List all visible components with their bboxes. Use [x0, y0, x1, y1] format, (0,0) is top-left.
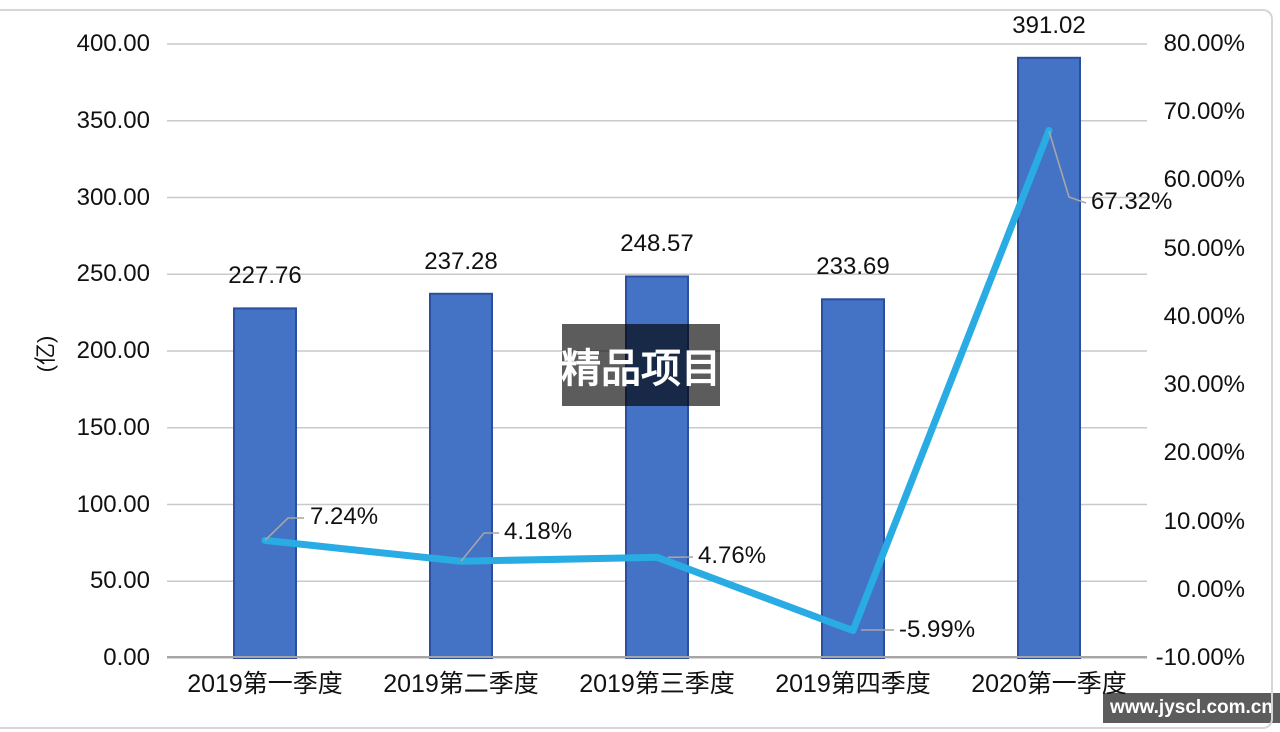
line-value-label: 67.32% — [1091, 188, 1173, 215]
bar — [821, 298, 885, 659]
line-value-label: 7.24% — [310, 503, 379, 530]
bar-value-label: 233.69 — [816, 253, 890, 281]
right-axis-tick: 40.00% — [1163, 302, 1245, 330]
bar — [1017, 56, 1081, 659]
bar — [233, 307, 297, 659]
left-axis-tick: 400.00 — [76, 30, 150, 57]
left-axis-title: (亿) — [33, 335, 58, 373]
right-axis-tick: 60.00% — [1163, 166, 1245, 194]
left-axis-tick: 300.00 — [76, 183, 150, 211]
left-axis-tick: 100.00 — [76, 490, 150, 518]
line-value-label: 4.18% — [504, 518, 573, 545]
bar-value-label: 237.28 — [424, 247, 498, 275]
x-axis-label: 2019第四季度 — [775, 670, 931, 698]
right-axis-tick: 30.00% — [1163, 371, 1245, 399]
leader-line — [1048, 130, 1087, 204]
leader-line — [264, 517, 304, 541]
x-axis-label: 2019第二季度 — [383, 670, 539, 698]
bar-value-label: 227.76 — [228, 262, 302, 290]
bar-value-label: 391.02 — [1012, 11, 1086, 39]
left-axis-tick: 150.00 — [76, 413, 150, 441]
site-watermark: www.jyscl.com.cn — [1103, 693, 1280, 723]
bar — [429, 292, 493, 659]
leader-line — [460, 532, 499, 562]
left-axis-tick: 250.00 — [76, 260, 150, 288]
right-axis-tick: 80.00% — [1163, 30, 1245, 57]
bar-value-label: 248.57 — [620, 230, 694, 258]
line-series — [261, 127, 1053, 635]
right-axis-tick: 0.00% — [1176, 575, 1245, 603]
left-axis-tick: 350.00 — [76, 106, 150, 134]
right-axis-tick: 70.00% — [1163, 98, 1245, 126]
left-axis-tick: 50.00 — [89, 567, 150, 595]
x-axis-label: 2019第三季度 — [579, 670, 735, 698]
left-axis-tick: 200.00 — [76, 337, 150, 364]
center-watermark: 精品项目 — [562, 324, 720, 406]
right-axis-tick: 20.00% — [1163, 439, 1245, 467]
x-axis-label: 2019第一季度 — [187, 670, 343, 698]
x-axis-label: 2020第一季度 — [971, 670, 1127, 698]
right-axis-tick: 10.00% — [1163, 507, 1245, 535]
left-axis-tick: 0.00 — [103, 644, 150, 671]
line-value-label: -5.99% — [899, 616, 976, 643]
right-axis-tick: 50.00% — [1163, 234, 1245, 262]
line-value-label: 4.76% — [698, 542, 767, 569]
right-axis-tick: -10.00% — [1155, 644, 1245, 671]
